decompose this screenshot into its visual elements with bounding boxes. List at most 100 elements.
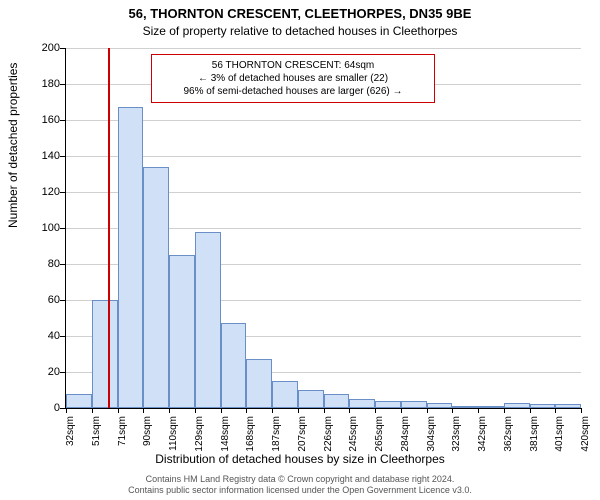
ytick-mark xyxy=(60,408,65,409)
xtick-mark xyxy=(530,408,531,413)
histogram-bar xyxy=(298,390,324,408)
xtick-label: 226sqm xyxy=(323,416,334,466)
histogram-bar xyxy=(324,394,350,408)
y-axis-label: Number of detached properties xyxy=(6,63,20,228)
footer-line1: Contains HM Land Registry data © Crown c… xyxy=(0,474,600,485)
xtick-label: 265sqm xyxy=(374,416,385,466)
xtick-mark xyxy=(169,408,170,413)
xtick-mark xyxy=(349,408,350,413)
ytick-label: 180 xyxy=(35,78,60,90)
ytick-label: 60 xyxy=(35,294,60,306)
histogram-bar xyxy=(375,401,401,408)
histogram-bar xyxy=(349,399,375,408)
ytick-mark xyxy=(60,84,65,85)
gridline xyxy=(66,120,581,121)
ytick-mark xyxy=(60,156,65,157)
ytick-mark xyxy=(60,192,65,193)
ytick-label: 200 xyxy=(35,42,60,54)
ytick-mark xyxy=(60,228,65,229)
xtick-mark xyxy=(504,408,505,413)
histogram-bar xyxy=(143,167,169,408)
xtick-label: 187sqm xyxy=(271,416,282,466)
xtick-mark xyxy=(118,408,119,413)
xtick-label: 323sqm xyxy=(451,416,462,466)
ytick-mark xyxy=(60,372,65,373)
xtick-label: 245sqm xyxy=(348,416,359,466)
xtick-label: 110sqm xyxy=(168,416,179,466)
title-main: 56, THORNTON CRESCENT, CLEETHORPES, DN35… xyxy=(0,6,600,21)
ytick-mark xyxy=(60,300,65,301)
xtick-label: 342sqm xyxy=(477,416,488,466)
histogram-bar xyxy=(504,403,530,408)
histogram-bar xyxy=(221,323,247,408)
histogram-bar xyxy=(478,406,504,408)
footer-attribution: Contains HM Land Registry data © Crown c… xyxy=(0,474,600,496)
histogram-bar xyxy=(246,359,272,408)
ytick-mark xyxy=(60,336,65,337)
xtick-label: 207sqm xyxy=(297,416,308,466)
xtick-mark xyxy=(221,408,222,413)
xtick-label: 51sqm xyxy=(91,416,102,466)
xtick-label: 168sqm xyxy=(245,416,256,466)
xtick-label: 381sqm xyxy=(529,416,540,466)
ytick-label: 80 xyxy=(35,258,60,270)
xtick-mark xyxy=(452,408,453,413)
xtick-mark xyxy=(92,408,93,413)
footer-line2: Contains public sector information licen… xyxy=(0,485,600,496)
histogram-bar xyxy=(169,255,195,408)
gridline xyxy=(66,156,581,157)
xtick-mark xyxy=(324,408,325,413)
xtick-label: 304sqm xyxy=(426,416,437,466)
xtick-mark xyxy=(272,408,273,413)
xtick-label: 420sqm xyxy=(580,416,591,466)
xtick-label: 362sqm xyxy=(503,416,514,466)
marker-line xyxy=(108,48,110,408)
ytick-mark xyxy=(60,120,65,121)
title-sub: Size of property relative to detached ho… xyxy=(0,24,600,38)
xtick-mark xyxy=(195,408,196,413)
ytick-mark xyxy=(60,264,65,265)
xtick-label: 90sqm xyxy=(142,416,153,466)
histogram-bar xyxy=(452,406,478,408)
histogram-bar xyxy=(195,232,221,408)
annotation-box: 56 THORNTON CRESCENT: 64sqm← 3% of detac… xyxy=(151,54,435,103)
xtick-mark xyxy=(581,408,582,413)
ytick-label: 20 xyxy=(35,366,60,378)
xtick-mark xyxy=(427,408,428,413)
histogram-bar xyxy=(272,381,298,408)
ytick-label: 140 xyxy=(35,150,60,162)
xtick-label: 129sqm xyxy=(194,416,205,466)
xtick-label: 401sqm xyxy=(554,416,565,466)
xtick-label: 284sqm xyxy=(400,416,411,466)
chart-container: 56, THORNTON CRESCENT, CLEETHORPES, DN35… xyxy=(0,0,600,500)
xtick-label: 32sqm xyxy=(65,416,76,466)
ytick-label: 40 xyxy=(35,330,60,342)
histogram-bar xyxy=(401,401,427,408)
xtick-mark xyxy=(401,408,402,413)
xtick-mark xyxy=(375,408,376,413)
ytick-label: 120 xyxy=(35,186,60,198)
annotation-line: ← 3% of detached houses are smaller (22) xyxy=(158,72,428,85)
ytick-label: 0 xyxy=(35,402,60,414)
xtick-mark xyxy=(478,408,479,413)
histogram-bar xyxy=(427,403,453,408)
ytick-label: 100 xyxy=(35,222,60,234)
histogram-bar xyxy=(118,107,144,408)
plot-area: 56 THORNTON CRESCENT: 64sqm← 3% of detac… xyxy=(65,48,581,409)
xtick-mark xyxy=(555,408,556,413)
histogram-bar xyxy=(530,404,556,408)
xtick-mark xyxy=(298,408,299,413)
ytick-label: 160 xyxy=(35,114,60,126)
xtick-mark xyxy=(143,408,144,413)
histogram-bar xyxy=(92,300,118,408)
histogram-bar xyxy=(555,404,581,408)
gridline xyxy=(66,48,581,49)
ytick-mark xyxy=(60,48,65,49)
xtick-mark xyxy=(66,408,67,413)
annotation-line: 56 THORNTON CRESCENT: 64sqm xyxy=(158,59,428,72)
xtick-label: 148sqm xyxy=(220,416,231,466)
xtick-label: 71sqm xyxy=(117,416,128,466)
annotation-line: 96% of semi-detached houses are larger (… xyxy=(158,85,428,98)
xtick-mark xyxy=(246,408,247,413)
histogram-bar xyxy=(66,394,92,408)
